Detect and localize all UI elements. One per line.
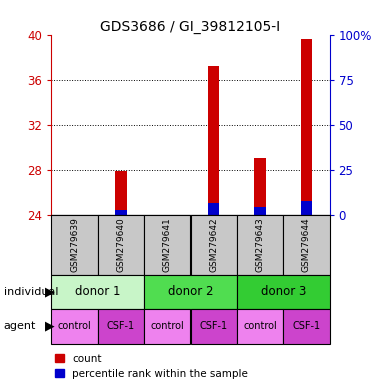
Bar: [115, 171, 127, 215]
Bar: [237, 275, 330, 309]
Bar: [190, 309, 237, 344]
Text: individual: individual: [4, 287, 58, 297]
Bar: [190, 215, 237, 275]
Bar: [283, 215, 330, 275]
Bar: [301, 39, 312, 215]
Bar: [51, 215, 98, 275]
Bar: [51, 275, 144, 309]
Text: ▶: ▶: [45, 285, 54, 298]
Bar: [237, 215, 283, 275]
Text: GSM279643: GSM279643: [256, 217, 264, 272]
Bar: [51, 309, 98, 344]
Bar: [144, 215, 190, 275]
Bar: [208, 66, 219, 215]
Bar: [208, 203, 219, 215]
Text: agent: agent: [4, 321, 36, 331]
Bar: [144, 309, 190, 344]
Bar: [237, 309, 283, 344]
Text: GSM279641: GSM279641: [163, 217, 172, 272]
Text: donor 2: donor 2: [168, 285, 213, 298]
Bar: [254, 207, 266, 215]
Title: GDS3686 / GI_39812105-I: GDS3686 / GI_39812105-I: [101, 20, 280, 33]
Bar: [283, 309, 330, 344]
Bar: [301, 201, 312, 215]
Text: GSM279639: GSM279639: [70, 217, 79, 272]
Bar: [115, 210, 127, 215]
Text: CSF-1: CSF-1: [200, 321, 228, 331]
Text: donor 1: donor 1: [75, 285, 120, 298]
Text: ▶: ▶: [45, 320, 54, 333]
Bar: [98, 309, 144, 344]
Text: donor 3: donor 3: [261, 285, 306, 298]
Bar: [144, 275, 237, 309]
Text: CSF-1: CSF-1: [107, 321, 135, 331]
Text: GSM279644: GSM279644: [302, 217, 311, 272]
Text: control: control: [243, 321, 277, 331]
Text: control: control: [58, 321, 91, 331]
Legend: count, percentile rank within the sample: count, percentile rank within the sample: [55, 354, 248, 379]
Bar: [254, 157, 266, 215]
Text: control: control: [150, 321, 184, 331]
Bar: [98, 215, 144, 275]
Text: GSM279640: GSM279640: [117, 217, 125, 272]
Text: CSF-1: CSF-1: [292, 321, 320, 331]
Text: GSM279642: GSM279642: [209, 217, 218, 272]
